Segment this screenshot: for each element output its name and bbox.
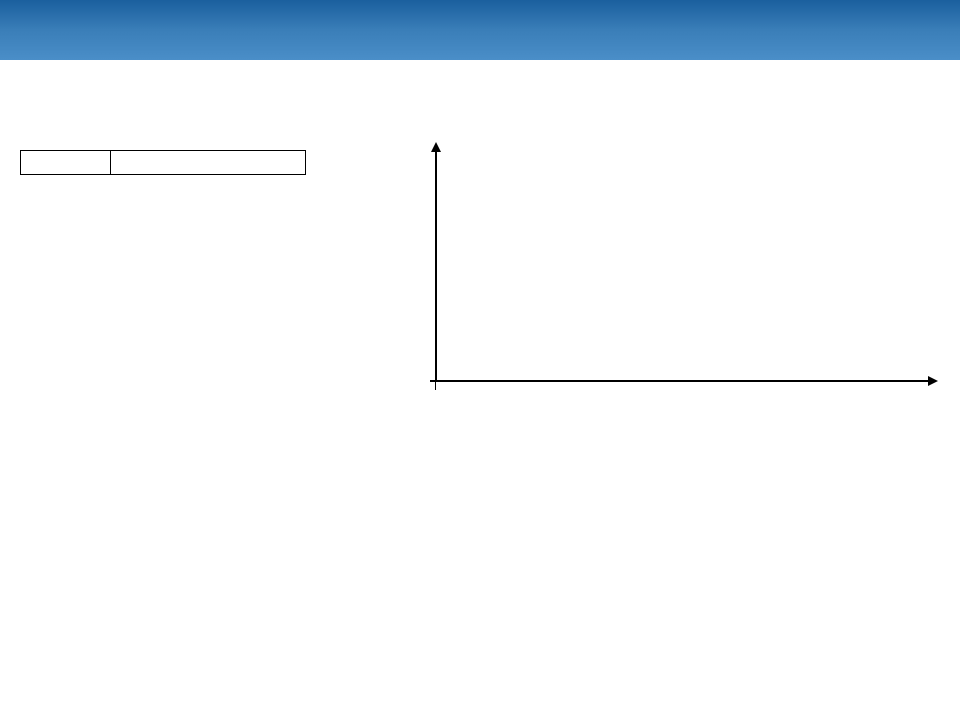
col-channel (21, 151, 111, 175)
col-freq (111, 151, 306, 175)
freq-table (20, 150, 306, 175)
x-axis (430, 380, 930, 382)
header-bar (0, 0, 960, 60)
channel-table (20, 150, 306, 175)
axis-tick (435, 380, 436, 390)
y-axis (435, 150, 437, 380)
spectrum-chart (380, 140, 940, 430)
